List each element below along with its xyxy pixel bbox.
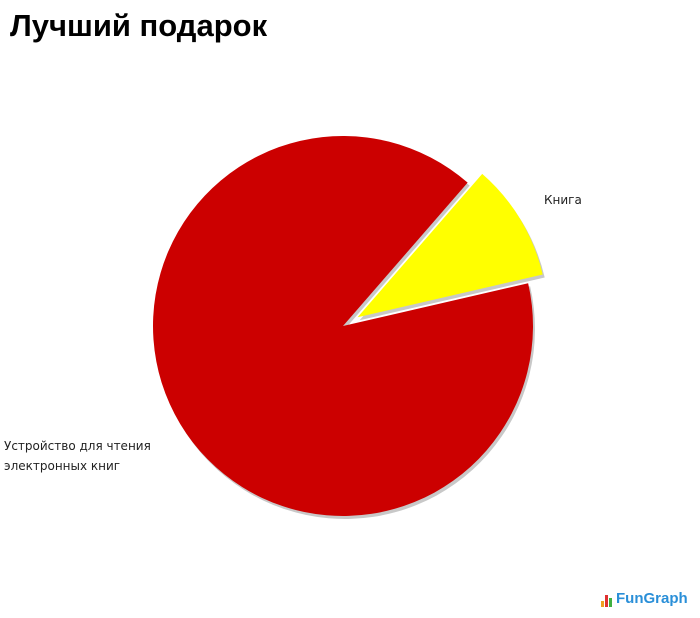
slice-label-book: Книга (544, 193, 582, 207)
pie-slice-1 (152, 135, 533, 516)
slice-label-ereader: Устройство для чтения электронных книг (4, 439, 151, 473)
chart-title: Лучший подарок (10, 8, 268, 43)
fungraph-logo: FunGraph (601, 590, 688, 607)
pie-slice-0 (357, 173, 543, 318)
logo-text: FunGraph (616, 590, 688, 607)
